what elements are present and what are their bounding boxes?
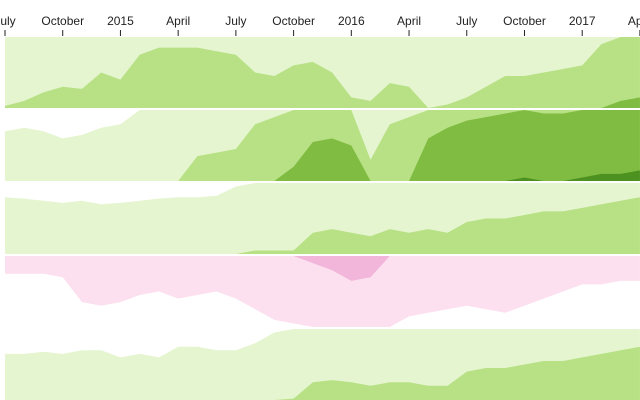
- tick-label: 2016: [338, 14, 365, 28]
- negative-band-1: [5, 256, 640, 327]
- positive-band-2: [5, 346, 640, 400]
- positive-band-4: [5, 170, 640, 181]
- horizon-rows: [0, 37, 640, 400]
- tick-label: October: [272, 14, 315, 28]
- horizon-row: [0, 329, 640, 400]
- tick-label: April: [628, 14, 640, 28]
- tick-label: April: [166, 14, 190, 28]
- positive-band-2: [5, 37, 640, 108]
- x-axis: July October 2015 April July October 2016 April…: [0, 14, 640, 36]
- horizon-row: [0, 256, 640, 327]
- positive-band-2: [5, 197, 640, 254]
- horizon-row: [0, 110, 640, 181]
- tick-label: October: [41, 14, 84, 28]
- tick-label: July: [225, 14, 246, 28]
- tick-label: July: [456, 14, 477, 28]
- tick-label: 2017: [569, 14, 596, 28]
- horizon-row: [0, 37, 640, 108]
- positive-band-3: [5, 110, 640, 181]
- tick-label: April: [397, 14, 421, 28]
- tick-label: July: [0, 14, 16, 28]
- tick-label: October: [503, 14, 546, 28]
- negative-band-2: [5, 256, 640, 281]
- tick-label: 2015: [107, 14, 134, 28]
- horizon-row: [0, 183, 640, 254]
